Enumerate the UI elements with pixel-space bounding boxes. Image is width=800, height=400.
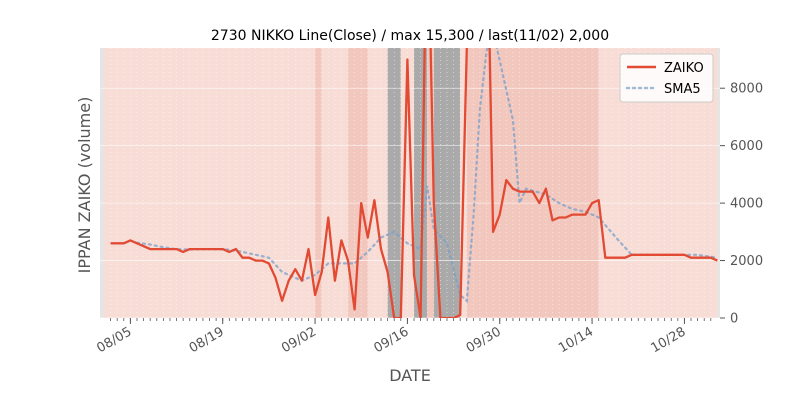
x-tick-label: 09/16 — [371, 324, 411, 356]
x-tick-label: 09/02 — [279, 324, 319, 356]
y-tick-label: 4000 — [730, 197, 763, 212]
background-band-medium — [348, 48, 368, 318]
y-tick-label: 6000 — [730, 139, 763, 154]
background-band-medium — [427, 48, 434, 318]
series-lines — [110, 48, 719, 318]
x-tick-label: 10/14 — [556, 324, 596, 356]
legend-label-sma5: SMA5 — [664, 82, 701, 97]
y-axis-title: IPPAN ZAIKO (volume) — [75, 97, 94, 274]
y-tick-label: 2000 — [730, 254, 763, 269]
legend: ZAIKO SMA5 — [619, 53, 714, 103]
x-tick-label: 10/28 — [648, 324, 688, 356]
series-line-zaiko — [110, 48, 718, 318]
background-band-dark — [387, 48, 401, 318]
x-axis-ticks: 08/05 08/19 09/02 09/16 09/30 10/14 10/28 — [94, 318, 712, 356]
series-line-sma5 — [135, 48, 719, 304]
x-tick-label: 08/05 — [94, 324, 134, 356]
x-tick-label: 09/30 — [464, 324, 504, 356]
x-axis-title: DATE — [389, 366, 431, 385]
y-axis-ticks: 0 2000 4000 6000 8000 — [720, 82, 763, 327]
background-band-medium — [315, 48, 322, 318]
x-tick-label: 08/19 — [187, 324, 227, 356]
legend-label-zaiko: ZAIKO — [664, 61, 704, 76]
background-band-light — [367, 48, 388, 318]
background-band-medium — [466, 48, 487, 318]
y-tick-label: 8000 — [730, 82, 763, 97]
y-tick-label: 0 — [730, 312, 738, 327]
chart-title: 2730 NIKKO Line(Close) / max 15,300 / la… — [211, 28, 609, 44]
background-band-light — [400, 48, 414, 318]
